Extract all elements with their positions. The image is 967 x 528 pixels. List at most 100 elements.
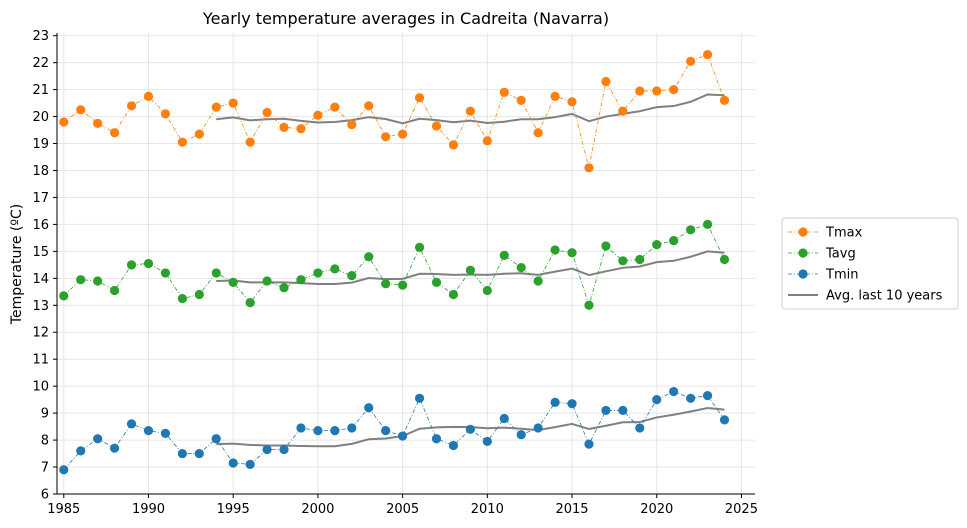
x-tick-label: 2025	[725, 502, 758, 517]
data-point-tavg	[296, 275, 306, 285]
legend-marker-tavg	[798, 248, 808, 258]
y-tick-label: 11	[32, 353, 49, 368]
data-point-tmax	[584, 163, 594, 173]
data-point-tmax	[702, 49, 713, 60]
data-point-tmax	[262, 107, 272, 118]
data-point-tavg	[516, 262, 526, 273]
data-point-tmax	[567, 97, 577, 107]
data-point-tavg	[584, 300, 594, 310]
data-point-tmin	[669, 386, 679, 397]
data-point-tavg	[567, 248, 577, 258]
y-tick-label: 10	[32, 380, 49, 395]
legend-marker-tmin	[798, 269, 808, 279]
x-tick-label: 2015	[555, 502, 588, 517]
x-tick-label: 1995	[217, 502, 250, 517]
x-tick-label: 1985	[47, 502, 80, 517]
data-point-tavg	[719, 254, 730, 265]
data-point-tavg	[465, 265, 475, 275]
data-point-tmax	[652, 86, 662, 96]
series-line-tmax	[63, 54, 725, 168]
data-point-tmin	[584, 439, 594, 449]
data-point-tmax	[669, 85, 679, 95]
data-point-tmin	[381, 426, 391, 436]
data-point-tavg	[279, 283, 289, 293]
data-point-tmin	[126, 419, 137, 429]
x-tick-label: 2000	[301, 502, 334, 517]
data-point-tavg	[414, 242, 425, 252]
data-point-tmin	[601, 405, 611, 416]
data-point-tmax	[228, 98, 238, 108]
y-tick-label: 21	[32, 83, 49, 98]
data-point-tmax	[686, 56, 696, 66]
data-point-tavg	[686, 225, 696, 235]
data-point-tmin	[482, 436, 492, 447]
legend-label: Tmin	[825, 268, 858, 283]
data-point-tavg	[499, 250, 509, 261]
y-tick-label: 20	[32, 110, 49, 125]
data-point-tavg	[110, 285, 120, 296]
data-point-tmin	[177, 448, 187, 459]
data-point-tmax	[313, 110, 323, 120]
data-point-tmax	[194, 129, 204, 139]
series-line-tavg	[63, 223, 725, 307]
data-point-tmin	[194, 448, 204, 459]
data-point-tmin	[618, 405, 628, 416]
data-point-tmax	[431, 121, 442, 131]
data-point-tmax	[59, 117, 69, 127]
data-point-tmin	[76, 446, 86, 456]
data-point-tmin	[279, 444, 289, 455]
data-point-tmin	[160, 428, 171, 438]
data-point-tmin	[347, 423, 357, 433]
data-point-tavg	[652, 240, 662, 250]
data-point-tmin	[398, 431, 408, 441]
series-line-tmin	[63, 391, 725, 471]
data-point-tmin	[652, 395, 662, 405]
data-point-tmin	[719, 415, 730, 425]
legend-label: Tmax	[825, 226, 863, 241]
data-point-tmin	[143, 426, 154, 436]
data-series	[59, 49, 730, 475]
x-tick-label: 2005	[386, 502, 419, 517]
data-point-tmin	[228, 458, 238, 468]
data-point-tavg	[160, 268, 171, 278]
data-point-tavg	[143, 258, 154, 269]
data-point-tmax	[601, 76, 611, 87]
data-point-tavg	[550, 245, 560, 255]
y-tick-label: 12	[32, 326, 49, 341]
data-point-tavg	[177, 293, 187, 304]
data-point-tmax	[398, 129, 408, 139]
data-point-tmax	[364, 101, 374, 111]
data-point-tmin	[550, 397, 560, 407]
y-tick-label: 9	[41, 407, 49, 422]
data-point-tavg	[618, 256, 628, 266]
data-point-tmin	[110, 443, 120, 453]
data-point-tmax	[279, 122, 289, 132]
data-point-tmin	[330, 426, 340, 436]
data-point-tmin	[448, 440, 459, 451]
axes: 1985 1990 1995 2000 2005 2010 2015 2020 20256789…	[32, 29, 758, 517]
data-point-tavg	[93, 276, 103, 286]
data-point-tmin	[702, 390, 713, 401]
data-point-tmax	[211, 102, 221, 112]
data-point-tmax	[635, 86, 645, 96]
data-point-tmax	[550, 91, 560, 101]
y-tick-label: 6	[41, 488, 49, 503]
data-point-tmax	[143, 91, 154, 101]
data-point-tavg	[398, 280, 408, 290]
y-tick-label: 18	[32, 164, 49, 179]
x-tick-label: 2020	[640, 502, 673, 517]
data-point-tmax	[719, 95, 730, 105]
data-point-tmax	[414, 93, 425, 103]
y-tick-label: 14	[32, 272, 49, 287]
legend-box	[781, 217, 959, 310]
data-point-tmin	[635, 423, 645, 433]
data-point-tavg	[482, 285, 492, 296]
data-point-tmax	[516, 95, 526, 105]
data-point-tmin	[245, 459, 255, 469]
data-point-tmin	[533, 423, 543, 433]
chart-title: Yearly temperature averages in Cadreita …	[202, 9, 609, 28]
y-tick-label: 8	[41, 434, 49, 449]
data-point-tmax	[160, 109, 171, 119]
legend-label: Avg. last 10 years	[826, 289, 943, 304]
